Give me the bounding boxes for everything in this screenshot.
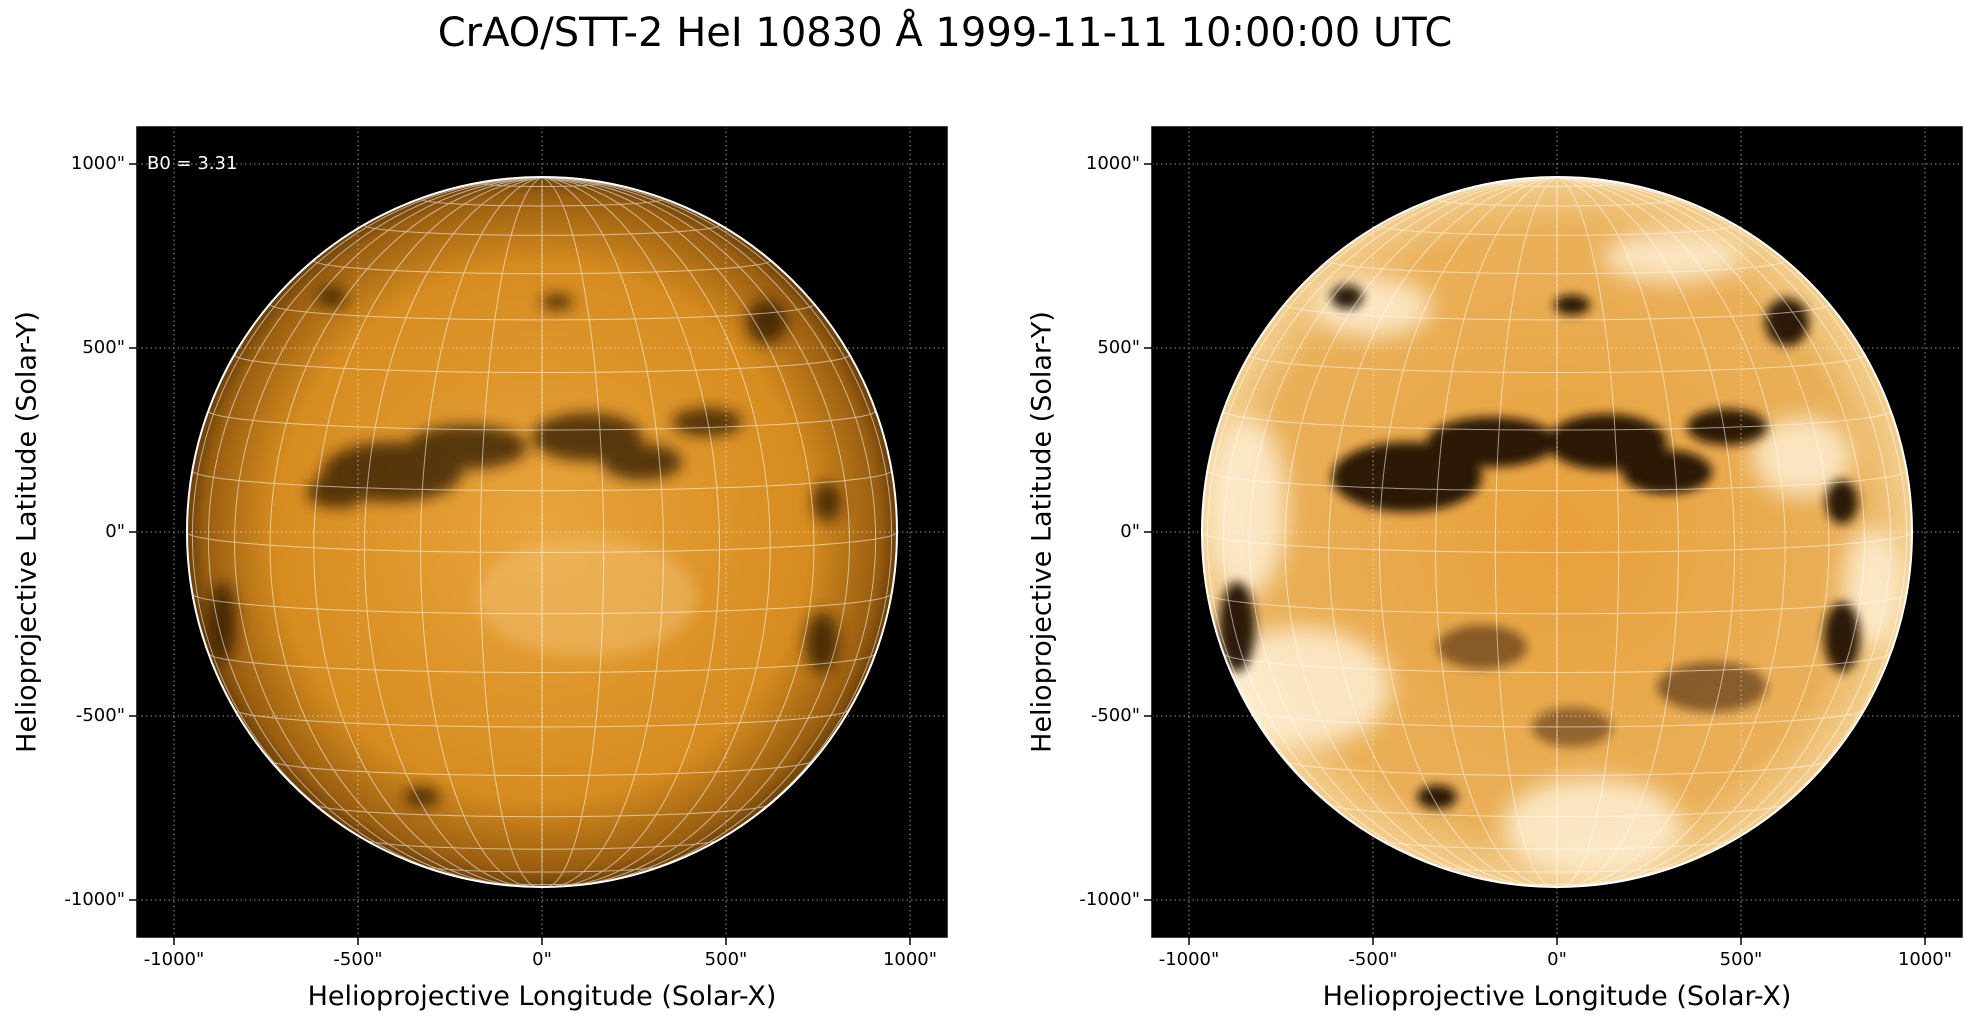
longitude-line [420, 177, 543, 888]
longitude-line [1328, 177, 1558, 887]
longitude-line [541, 177, 850, 885]
y-tick-label: 1000" [70, 153, 125, 174]
longitude-line [1556, 177, 1620, 888]
longitude-line [1556, 177, 1892, 883]
y-axis-label: Helioprojective Latitude (Solar-Y) [11, 311, 43, 753]
b0-annotation: B0 = 3.31 [147, 153, 238, 174]
left-solar-image [129, 126, 948, 945]
right-dark-filaments [1219, 285, 1860, 809]
longitude-line [1494, 177, 1558, 888]
longitude-line [313, 177, 543, 887]
right-tick-marks [1144, 163, 1926, 945]
longitude-line [269, 177, 543, 887]
figure-title: CrAO/STT-2 HeI 10830 Å 1999-11-11 10:00:… [437, 10, 1453, 56]
left-solar-limb [186, 176, 898, 888]
longitude-line [541, 177, 664, 888]
left-bright-region [477, 537, 697, 657]
longitude-line [541, 177, 877, 883]
y-tick-label: 0" [1120, 521, 1140, 542]
right-solar-limb [1201, 176, 1913, 888]
longitude-line [234, 177, 543, 885]
y-tick-label: -1000" [1079, 889, 1140, 910]
right-solar-image [1144, 126, 1963, 945]
longitude-line [191, 177, 543, 867]
longitude-line [541, 177, 771, 887]
longitude-line [1378, 177, 1558, 888]
longitude-line [1284, 177, 1558, 887]
x-tick-label: -500" [1348, 949, 1398, 970]
longitude-line [1556, 177, 1830, 887]
longitude-line [363, 177, 543, 888]
y-tick-label: 0" [105, 521, 125, 542]
x-axis-label: Helioprojective Longitude (Solar-X) [1322, 981, 1792, 1012]
x-tick-label: 0" [1547, 949, 1567, 970]
y-tick-label: 1000" [1085, 153, 1140, 174]
y-axis-label: Helioprojective Latitude (Solar-Y) [1026, 311, 1058, 753]
longitude-line [1556, 177, 1736, 888]
longitude-line [541, 177, 815, 887]
y-tick-label: 500" [1097, 337, 1140, 358]
x-tick-label: -1000" [143, 949, 205, 970]
longitude-line [541, 177, 721, 888]
longitude-line [1556, 177, 1865, 885]
longitude-line [1206, 177, 1558, 867]
longitude-line [1222, 177, 1558, 883]
longitude-line [541, 177, 893, 867]
longitude-line [479, 177, 543, 888]
left-dark-filaments [208, 287, 841, 807]
left-tick-marks [129, 163, 911, 945]
y-tick-label: -500" [75, 705, 125, 726]
longitude-line [1556, 177, 1908, 867]
y-tick-label: -1000" [64, 889, 125, 910]
longitude-line [1556, 177, 1679, 888]
y-tick-label: 500" [82, 337, 125, 358]
x-tick-label: 500" [704, 949, 748, 970]
x-tick-label: -500" [333, 949, 383, 970]
x-axis-label: Helioprojective Longitude (Solar-X) [307, 981, 777, 1012]
longitude-line [1435, 177, 1558, 888]
x-tick-label: -1000" [1158, 949, 1220, 970]
x-tick-label: 500" [1719, 949, 1763, 970]
longitude-line [1249, 177, 1558, 885]
right-solar-image-panel: -1000" -500" 0" 500" 1000" 1000" 500" 0"… [1027, 126, 1963, 1012]
longitude-line [541, 177, 605, 888]
x-tick-label: 1000" [882, 949, 938, 970]
longitude-line [1556, 177, 1786, 887]
y-tick-label: -500" [1090, 705, 1140, 726]
x-tick-label: 0" [532, 949, 552, 970]
longitude-line [207, 177, 543, 883]
x-tick-label: 1000" [1897, 949, 1953, 970]
left-solar-image-panel: B0 = 3.31 -1000" -500" 0" 500" 1000" 100… [12, 126, 948, 1012]
right-heliographic-grid [1201, 177, 1913, 888]
left-heliographic-grid [186, 177, 898, 888]
